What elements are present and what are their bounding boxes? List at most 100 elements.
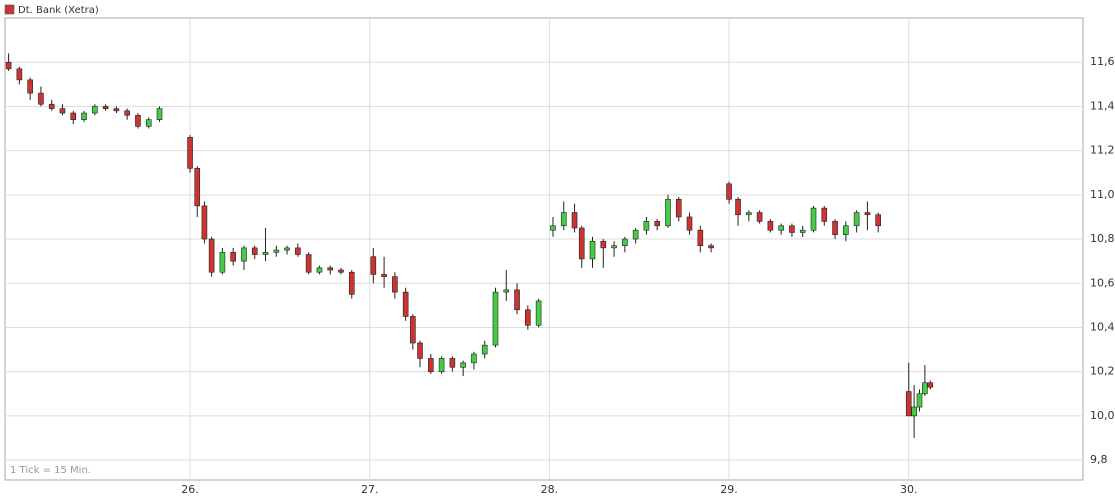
candle-body (503, 289, 510, 293)
candle-body (392, 276, 398, 293)
y-tick-label: 11,6 (1090, 55, 1115, 68)
candle-body (571, 212, 578, 229)
candle-body (708, 245, 714, 249)
candle-body (194, 168, 201, 207)
candle-body (59, 108, 66, 114)
candle-body (471, 353, 477, 364)
candle-body (600, 240, 607, 249)
candle-body (492, 291, 499, 346)
candle-body (316, 267, 323, 273)
candle-body (767, 221, 774, 231)
candle-body (514, 289, 520, 311)
candle-body (284, 247, 290, 251)
y-tick-label: 11,0 (1090, 188, 1115, 201)
candle-body (381, 274, 387, 277)
legend-label: Dt. Bank (Xetra) (18, 5, 99, 16)
candle-body (273, 249, 280, 253)
candle-body (578, 227, 585, 260)
candle-body (864, 212, 871, 216)
candle-body (208, 238, 215, 273)
x-tick-label: 27. (361, 483, 379, 496)
candle-body (922, 382, 928, 395)
candle-body (92, 106, 98, 114)
candle-body (632, 229, 639, 240)
candle-body (48, 103, 55, 109)
candle-body (38, 92, 44, 105)
candle-body (821, 207, 828, 222)
candle-body (875, 214, 881, 227)
candle-body (113, 108, 120, 112)
candle-body (611, 245, 617, 249)
candle-body (219, 252, 226, 273)
plot-area (4, 17, 1084, 481)
candle-body (778, 225, 784, 231)
candle-body (70, 112, 77, 120)
candle-body (410, 316, 416, 344)
y-tick-label: 10,6 (1090, 276, 1115, 289)
y-tick-label: 10,0 (1090, 409, 1115, 422)
candle-body (417, 342, 423, 359)
candle-body (927, 382, 934, 388)
candle-body (338, 269, 344, 273)
y-tick-label: 10,2 (1090, 365, 1115, 378)
x-tick-label: 30. (900, 483, 918, 496)
y-tick-label: 10,4 (1090, 320, 1115, 333)
candle-body (370, 256, 377, 275)
x-tick-label: 29. (720, 483, 738, 496)
legend-swatch (4, 4, 15, 15)
candle-body (295, 247, 301, 255)
candle-body (675, 198, 682, 218)
candle-body (589, 240, 596, 260)
candle-body (135, 114, 141, 127)
candle-body (643, 221, 650, 231)
candle-body (5, 61, 12, 70)
y-tick-label: 10,8 (1090, 232, 1115, 245)
candle-body (449, 358, 456, 368)
candle-body (327, 267, 333, 271)
candle-body (428, 358, 434, 372)
candle-body (550, 225, 556, 231)
candle-body (145, 119, 152, 127)
candle-body (911, 406, 917, 417)
candle-body (735, 198, 741, 216)
candle-body (230, 252, 236, 262)
candle-body (756, 212, 763, 222)
candle-body (799, 229, 806, 233)
candle-body (348, 271, 355, 295)
annotation: 1 Tick = 15 Min. (10, 465, 91, 476)
x-tick-label: 28. (541, 483, 559, 496)
candle-body (905, 391, 912, 417)
candle-body (241, 247, 247, 262)
candle-body (81, 112, 87, 120)
y-tick-label: 11,2 (1090, 144, 1115, 157)
candle-body (560, 212, 567, 227)
candle-body (27, 79, 33, 94)
x-tick-label: 26. (181, 483, 199, 496)
candle-body (853, 212, 860, 227)
candle-body (622, 238, 628, 246)
candle-body (832, 221, 838, 235)
candle-body (481, 344, 488, 355)
candle-body (201, 205, 208, 240)
candle-body (686, 216, 693, 231)
candle-body (665, 198, 671, 227)
candle-body (16, 68, 23, 81)
candle-body (535, 300, 542, 326)
candle-body (843, 225, 849, 235)
candle-body (156, 108, 163, 120)
candle-body (251, 247, 258, 255)
candle-body (697, 229, 704, 246)
candle-body (746, 212, 752, 216)
y-tick-label: 9,8 (1090, 453, 1108, 466)
candle-body (726, 183, 732, 200)
y-tick-label: 11,4 (1090, 99, 1115, 112)
candle-body (789, 225, 795, 233)
candle-body (102, 106, 109, 109)
candle-body (654, 221, 660, 227)
candle-body (262, 252, 269, 255)
candle-body (187, 137, 193, 169)
candle-body (916, 393, 923, 408)
candle-body (305, 254, 312, 273)
candle-body (438, 358, 445, 372)
